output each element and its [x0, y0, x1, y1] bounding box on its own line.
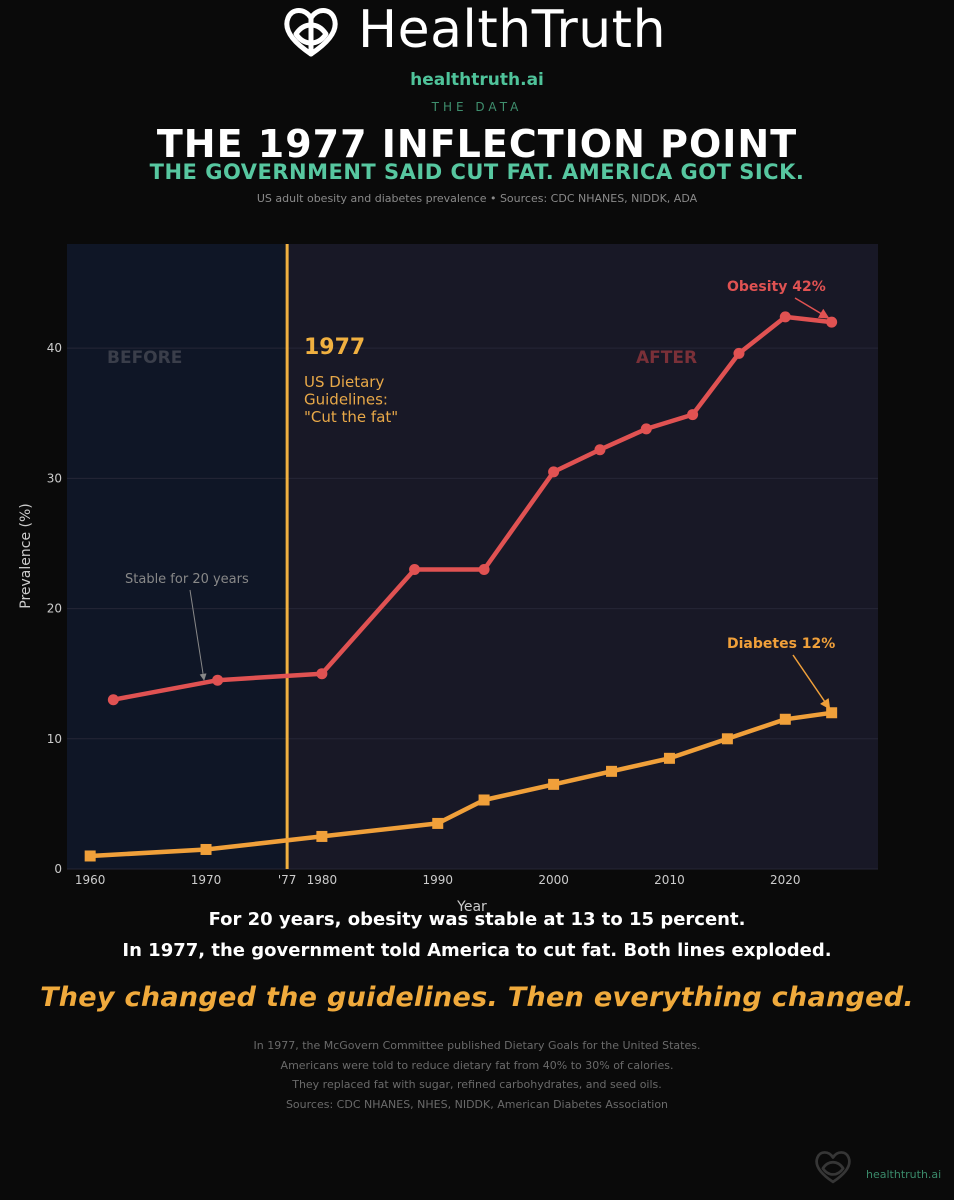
footnote-line: They replaced fat with sugar, refined ca…: [292, 1078, 662, 1091]
footnote-line: In 1977, the McGovern Committee publishe…: [253, 1039, 701, 1052]
healthtruth-logo-icon: [284, 8, 338, 57]
site-url[interactable]: healthtruth.ai: [410, 70, 544, 90]
data-point-obesity: [212, 674, 224, 686]
x-tick-label-1977: '77: [278, 873, 297, 887]
guideline-caption-line: "Cut the fat": [304, 408, 398, 426]
annotation-obesity-arrow: [794, 297, 830, 319]
footnote-line: Sources: CDC NHANES, NHES, NIDDK, Americ…: [285, 1097, 669, 1111]
data-point-obesity: [107, 694, 119, 706]
tagline: They changed the guidelines. Then everyt…: [40, 982, 914, 1013]
data-point-diabetes: [478, 794, 490, 806]
footnote: In 1977, the McGovern Committee publishe…: [0, 1036, 954, 1114]
sources-line: US adult obesity and diabetes prevalence…: [256, 192, 698, 205]
x-tick-label: 1960: [75, 873, 106, 887]
x-tick-label: 2020: [770, 873, 801, 887]
data-point-diabetes: [826, 707, 838, 719]
y-tick-label: 30: [47, 471, 62, 485]
x-tick-label: 1970: [191, 873, 222, 887]
series-line-obesity: [111, 314, 834, 702]
annotation-diabetes-arrow: [792, 654, 831, 710]
data-point-diabetes: [200, 843, 212, 855]
data-point-diabetes: [432, 817, 444, 829]
x-tick-label: 2010: [654, 873, 685, 887]
guideline-caption-line: Guidelines:: [304, 391, 388, 409]
x-axis-label: Year: [456, 899, 487, 915]
annotation-stable-arrow: [189, 589, 207, 681]
x-tick-label: 1990: [422, 873, 453, 887]
y-tick-label: 0: [54, 862, 62, 876]
summary-text: For 20 years, obesity was stable at 13 t…: [0, 904, 954, 966]
data-point-obesity: [826, 316, 838, 328]
guideline-caption-line: US Dietary: [304, 373, 384, 391]
prevalence-line-chart: 0 10 20 30 40 1960 1970 1980 1990 2000 2010 2020 '77…: [18, 244, 879, 915]
summary-line-1: For 20 years, obesity was stable at 13 t…: [208, 909, 746, 930]
region-after-bg: [287, 244, 879, 869]
footnote-line: Americans were told to reduce dietary fa…: [280, 1058, 674, 1072]
data-point-diabetes: [779, 713, 791, 725]
guideline-year-label: 1977: [304, 335, 365, 360]
section-label: THE DATA: [431, 100, 523, 114]
data-point-obesity: [733, 347, 745, 359]
y-tick-label: 10: [47, 732, 62, 746]
y-tick-label: 40: [47, 341, 62, 355]
data-point-obesity: [640, 423, 652, 435]
data-point-diabetes: [721, 733, 733, 745]
region-before-bg: [67, 244, 288, 869]
page-subtitle: THE GOVERNMENT SAID CUT FAT. AMERICA GOT…: [149, 160, 805, 184]
data-point-obesity: [409, 564, 421, 576]
data-point-diabetes: [663, 752, 675, 764]
brand-name: HealthTruth: [357, 0, 667, 60]
data-point-obesity: [316, 668, 328, 680]
footer-url[interactable]: healthtruth.ai: [866, 1168, 942, 1181]
annotation-obesity-label: Obesity 42%: [727, 279, 826, 295]
region-label-before: BEFORE: [107, 348, 182, 368]
data-point-obesity: [687, 409, 699, 421]
page-title: THE 1977 INFLECTION POINT: [156, 122, 798, 166]
data-point-obesity: [548, 466, 560, 478]
x-tick-label: 2000: [538, 873, 569, 887]
region-label-after: AFTER: [636, 348, 697, 368]
data-point-obesity: [779, 311, 791, 323]
data-point-diabetes: [84, 850, 96, 862]
annotation-stable-label: Stable for 20 years: [125, 572, 249, 587]
data-point-diabetes: [606, 765, 618, 777]
data-point-diabetes: [316, 830, 328, 842]
y-tick-label: 20: [47, 602, 62, 616]
data-point-diabetes: [548, 778, 560, 790]
y-axis-label: Prevalence (%): [18, 503, 34, 609]
data-point-obesity: [594, 444, 606, 456]
annotation-diabetes-label: Diabetes 12%: [727, 636, 835, 652]
summary-line-2: In 1977, the government told America to …: [122, 940, 832, 961]
footer-logo-icon: [815, 1151, 851, 1184]
x-tick-label: 1980: [307, 873, 338, 887]
data-point-obesity: [478, 564, 490, 576]
